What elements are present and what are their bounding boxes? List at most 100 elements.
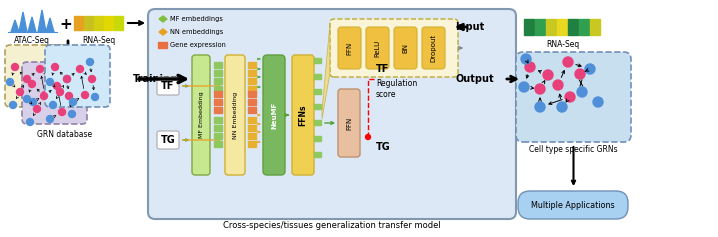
Bar [74,16,83,30]
Circle shape [34,105,40,113]
Circle shape [70,99,77,105]
Bar [557,19,567,35]
Bar [546,19,556,35]
Text: FFN: FFN [346,116,352,130]
Circle shape [50,101,57,109]
Circle shape [40,92,47,100]
Circle shape [37,65,44,73]
Bar [535,19,545,35]
Circle shape [557,102,567,112]
Text: ATAC-Seq: ATAC-Seq [14,36,50,45]
Bar [248,91,256,97]
Text: Dropout: Dropout [431,34,437,62]
Circle shape [553,80,563,90]
Bar [248,78,256,84]
Circle shape [52,64,58,70]
FancyBboxPatch shape [516,52,631,142]
FancyBboxPatch shape [330,19,458,77]
Circle shape [47,115,54,123]
Circle shape [593,97,603,107]
Bar [114,16,123,30]
Text: RNA-Seq: RNA-Seq [83,36,116,45]
Bar [214,86,222,92]
Circle shape [77,65,83,73]
Bar [314,74,321,79]
Bar [214,117,222,123]
Text: Output: Output [455,74,494,84]
Bar [314,104,321,109]
Bar [314,136,321,141]
Circle shape [58,109,65,115]
Bar [248,107,256,113]
Circle shape [6,78,14,86]
Circle shape [49,76,55,82]
Circle shape [563,57,573,67]
Polygon shape [11,20,19,32]
Circle shape [68,110,75,118]
FancyBboxPatch shape [394,27,417,69]
FancyBboxPatch shape [366,27,389,69]
Text: Gene expression: Gene expression [170,42,226,48]
Bar [579,19,589,35]
FancyBboxPatch shape [22,62,87,124]
FancyBboxPatch shape [263,55,285,175]
FancyBboxPatch shape [45,45,110,107]
Bar [590,19,600,35]
Text: Multiple Applications: Multiple Applications [531,201,615,210]
Bar [214,125,222,131]
Bar [314,152,321,157]
Polygon shape [322,23,330,119]
Circle shape [565,92,575,102]
Polygon shape [159,29,167,35]
Circle shape [63,76,70,82]
Bar [214,91,222,97]
Bar [248,141,256,147]
FancyBboxPatch shape [422,27,445,69]
FancyBboxPatch shape [157,77,179,95]
Text: Regulation
score: Regulation score [376,79,417,99]
Text: Training: Training [133,74,177,84]
Bar [248,99,256,105]
Text: Cell type specific GRNs: Cell type specific GRNs [529,145,617,154]
Circle shape [52,94,58,100]
Bar [314,120,321,125]
Circle shape [63,76,70,82]
Polygon shape [38,10,46,32]
Circle shape [11,64,19,70]
Circle shape [535,102,545,112]
FancyBboxPatch shape [148,9,516,219]
Bar [94,16,103,30]
FancyBboxPatch shape [157,131,179,149]
Circle shape [535,84,545,94]
Circle shape [91,94,98,100]
Text: GRN database: GRN database [37,130,93,139]
FancyBboxPatch shape [292,55,314,175]
Bar [524,19,534,35]
Bar [214,70,222,76]
FancyBboxPatch shape [225,55,245,175]
Text: NeuMF: NeuMF [271,101,277,129]
Polygon shape [28,17,36,32]
Bar [248,117,256,123]
Bar [248,86,256,92]
Circle shape [65,92,73,100]
Circle shape [86,59,93,65]
Bar [568,19,578,35]
Text: Cross-species/tissues generalization transfer model: Cross-species/tissues generalization tra… [223,220,441,229]
Polygon shape [159,16,167,22]
Text: FFNs: FFNs [299,104,307,126]
Text: NN embeddings: NN embeddings [170,29,223,35]
Circle shape [577,87,587,97]
Circle shape [47,78,54,86]
Text: BN: BN [403,43,409,53]
Circle shape [29,81,35,87]
Bar [214,99,222,105]
Text: TF: TF [376,64,389,74]
Polygon shape [46,18,54,32]
Bar [214,141,222,147]
Circle shape [54,82,60,90]
Circle shape [575,69,585,79]
Circle shape [521,54,531,64]
Circle shape [88,76,95,82]
Text: NN Embedding: NN Embedding [233,91,238,139]
